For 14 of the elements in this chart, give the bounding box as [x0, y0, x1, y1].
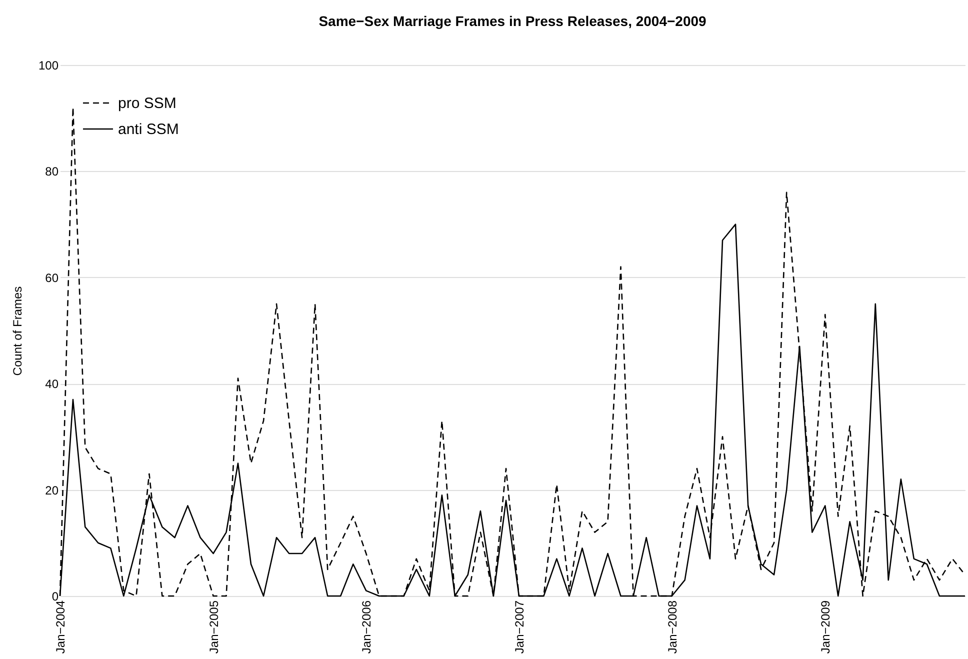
y-tick-label: 60 [45, 270, 59, 285]
x-tick-label: Jan−2005 [206, 600, 221, 654]
x-tick-label: Jan−2006 [360, 600, 374, 654]
y-axis-title: Count of Frames [10, 286, 24, 376]
y-tick-label: 20 [45, 483, 59, 498]
y-tick-label: 40 [45, 377, 59, 392]
y-tick-label: 80 [45, 164, 59, 179]
chart-title: Same−Sex Marriage Frames in Press Releases, 2004−2009 [318, 13, 707, 29]
legend-label: pro SSM [118, 95, 176, 112]
x-tick-label: Jan−2008 [665, 600, 680, 654]
legend-label: anti SSM [118, 121, 179, 138]
x-tick-label: Jan−2007 [512, 600, 526, 654]
y-tick-label: 100 [38, 58, 59, 72]
x-tick-label: Jan−2009 [818, 600, 833, 654]
